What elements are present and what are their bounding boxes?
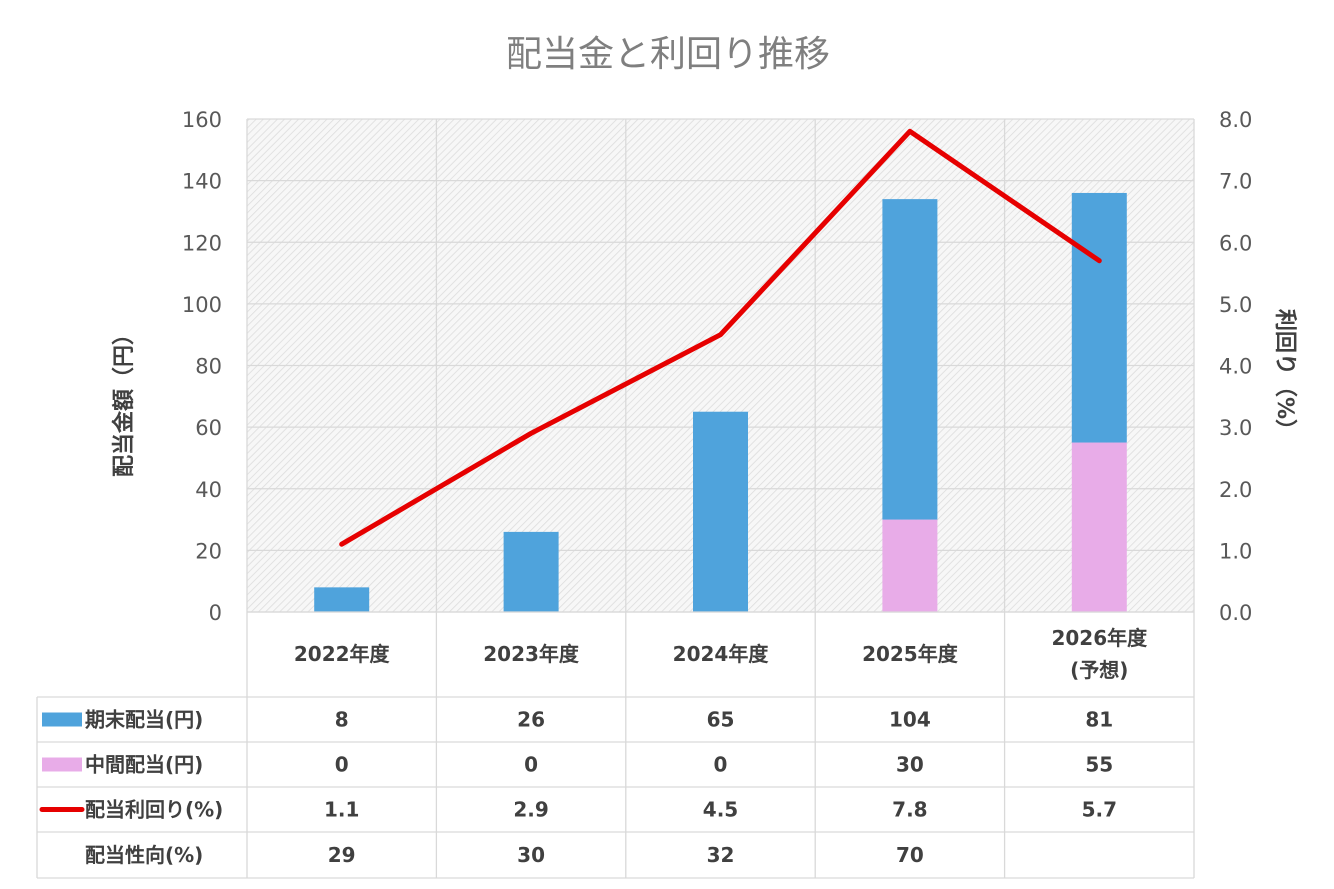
- table-cell: 30: [896, 753, 924, 777]
- legend-key-bar: [42, 712, 82, 727]
- category-label: (予想): [1070, 658, 1128, 682]
- table-row-label: 配当性向(%): [85, 843, 203, 867]
- table-cell: 5.7: [1082, 798, 1117, 822]
- table-cell: 4.5: [703, 798, 738, 822]
- bar-year-end: [1071, 192, 1127, 443]
- y2-axis-label: 利回り（%）: [1272, 309, 1297, 441]
- chart-title: 配当金と利回り推移: [506, 34, 830, 75]
- table-cell: 0: [714, 753, 728, 777]
- y2-tick-label: 1.0: [1219, 539, 1252, 563]
- y2-tick-label: 6.0: [1219, 231, 1252, 255]
- table-row-label: 中間配当(円): [85, 753, 203, 777]
- table-cell: 26: [517, 708, 545, 732]
- bar-year-end: [693, 411, 748, 612]
- y-tick-label: 40: [195, 478, 222, 502]
- table-cell: 55: [1085, 753, 1113, 777]
- data-table: 2022年度 2023年度 2024年度 2025年度 2026年度 (予想) 期末配当(円…: [36, 626, 1194, 879]
- y-tick-label: 160: [182, 108, 222, 132]
- category-label: 2026年度: [1051, 626, 1148, 650]
- table-row-label: 期末配当(円): [85, 708, 203, 732]
- table-cell: 81: [1085, 708, 1113, 732]
- y2-tick-label: 7.0: [1219, 170, 1252, 194]
- y-tick-label: 0: [209, 601, 222, 625]
- category-label: 2024年度: [673, 642, 770, 666]
- table-cell: 29: [328, 843, 356, 867]
- y2-tick-label: 4.0: [1219, 355, 1252, 379]
- y-tick-label: 140: [182, 170, 222, 194]
- table-cell: 7.8: [892, 798, 927, 822]
- y2-tick-label: 8.0: [1219, 108, 1252, 132]
- y-tick-label: 120: [182, 231, 222, 255]
- table-cell: 8: [335, 708, 349, 732]
- y-tick-label: 80: [195, 355, 222, 379]
- y2-tick-label: 5.0: [1219, 293, 1252, 317]
- y2-tick-label: 2.0: [1219, 478, 1252, 502]
- y-tick-label: 20: [195, 539, 222, 563]
- table-cell: 30: [517, 843, 545, 867]
- bar-year-end: [882, 199, 938, 520]
- table-cell: 32: [707, 843, 735, 867]
- table-cell: 1.1: [324, 798, 359, 822]
- plot-area: 0204060801001201401600.01.02.03.04.05.06…: [111, 108, 1297, 878]
- table-cell: 0: [524, 753, 538, 777]
- table-cell: 104: [889, 708, 931, 732]
- bar-interim: [882, 519, 938, 612]
- table-cell: 0: [335, 753, 349, 777]
- table-cell: 65: [707, 708, 735, 732]
- table-cell: 70: [896, 843, 924, 867]
- bar-year-end: [314, 587, 370, 612]
- y-tick-label: 60: [195, 416, 222, 440]
- y2-tick-label: 0.0: [1219, 601, 1252, 625]
- y2-tick-label: 3.0: [1219, 416, 1252, 440]
- y-axis-label: 配当金額（円）: [111, 323, 137, 477]
- bar-interim: [1071, 442, 1127, 612]
- bar-year-end: [503, 531, 559, 612]
- legend-key-bar: [42, 757, 82, 772]
- category-label: 2022年度: [294, 642, 391, 666]
- table-row-label: 配当利回り(%): [85, 798, 223, 822]
- y-tick-label: 100: [182, 293, 222, 317]
- table-cell: 2.9: [513, 798, 548, 822]
- category-label: 2025年度: [862, 642, 959, 666]
- category-label: 2023年度: [483, 642, 580, 666]
